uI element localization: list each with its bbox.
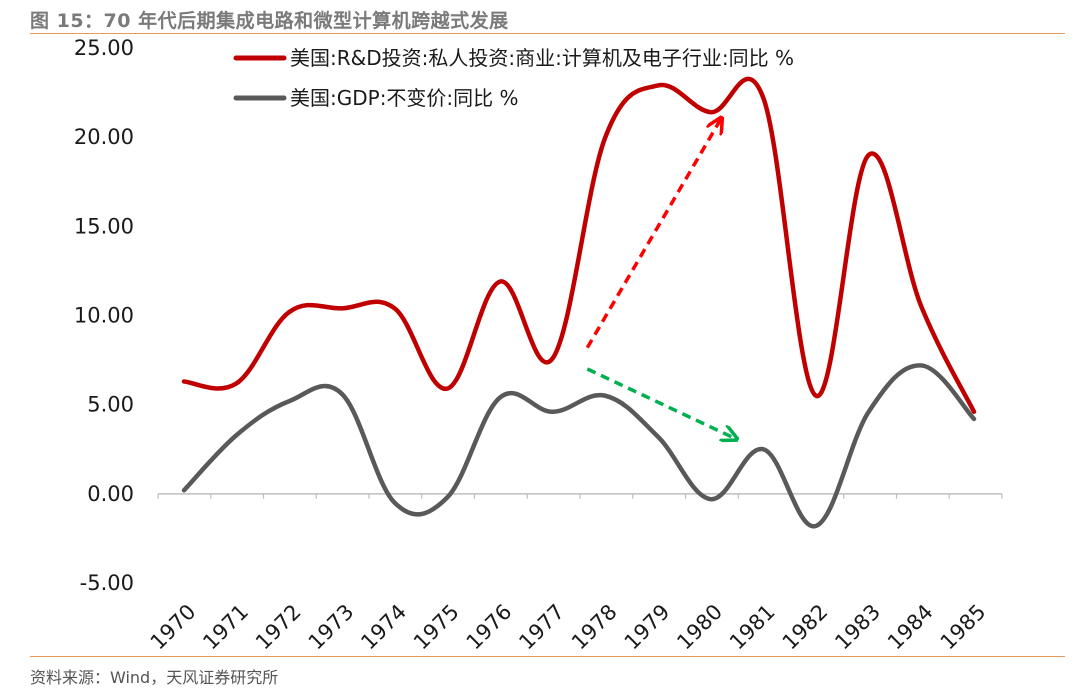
data-point-1 [602, 393, 608, 399]
figure-title: 图 15：70 年代后期集成电路和微型计算机跨越式发展 [30, 10, 509, 32]
data-point-0 [813, 393, 819, 399]
x-tick-label: 1985 [936, 600, 991, 655]
x-tick-label: 1972 [251, 600, 306, 655]
data-point-0 [918, 304, 924, 310]
x-tick-label: 1981 [725, 600, 780, 655]
x-tick-label: 1976 [462, 600, 517, 655]
x-tick-label: 1973 [304, 600, 359, 655]
data-point-1 [866, 409, 872, 415]
legend-label-0: 美国:R&D投资:私人投资:商业:计算机及电子行业:同比 % [290, 46, 794, 70]
x-tick-label: 1982 [778, 600, 833, 655]
series-line-1 [181, 363, 977, 529]
x-tick-label: 1978 [567, 600, 622, 655]
data-point-0 [392, 305, 398, 311]
y-tick-label: 15.00 [74, 214, 134, 238]
data-point-1 [497, 395, 503, 401]
data-point-0 [234, 380, 240, 386]
data-point-0 [708, 109, 714, 115]
annotation-arrow-0 [585, 119, 720, 349]
data-point-1 [181, 487, 187, 493]
x-tick-label: 1980 [672, 600, 727, 655]
x-tick-label: 1979 [620, 600, 675, 655]
data-point-1 [918, 362, 924, 368]
data-point-0 [550, 355, 556, 361]
data-point-0 [286, 309, 292, 315]
data-point-1 [971, 416, 977, 422]
data-point-0 [760, 95, 766, 101]
data-point-0 [181, 378, 187, 384]
axis-layer: 25.0020.0015.0010.005.000.00-5.001970197… [74, 36, 1003, 655]
bottom-divider [30, 656, 1065, 657]
x-tick-label: 1975 [409, 600, 464, 655]
data-point-1 [286, 398, 292, 404]
y-tick-label: 20.00 [74, 125, 134, 149]
x-tick-label: 1971 [198, 600, 253, 655]
x-tick-label: 1977 [514, 600, 569, 655]
series-line-0 [181, 76, 977, 415]
y-tick-label: 0.00 [87, 482, 134, 506]
legend-label-1: 美国:GDP:不变价:同比 % [290, 86, 519, 110]
y-tick-label: 10.00 [74, 304, 134, 328]
annotation-layer [585, 119, 735, 439]
annotation-arrow-1 [586, 367, 735, 439]
data-point-0 [866, 152, 872, 158]
data-point-1 [550, 409, 556, 415]
y-tick-label: 5.00 [87, 393, 134, 417]
data-point-1 [760, 446, 766, 452]
x-tick-label: 1970 [146, 600, 201, 655]
x-tick-label: 1983 [830, 600, 885, 655]
y-tick-label: 25.00 [74, 36, 134, 60]
line-chart: 25.0020.0015.0010.005.000.00-5.001970197… [74, 36, 1003, 655]
data-point-1 [444, 494, 450, 500]
top-divider [30, 33, 1065, 34]
x-tick-label: 1984 [883, 600, 938, 655]
y-tick-label: -5.00 [80, 571, 134, 595]
data-point-1 [339, 391, 345, 397]
data-point-0 [444, 386, 450, 392]
data-point-1 [234, 432, 240, 438]
legend: 美国:R&D投资:私人投资:商业:计算机及电子行业:同比 % 美国:GDP:不变价… [233, 46, 794, 110]
data-point-0 [497, 279, 503, 285]
data-point-1 [813, 523, 819, 529]
x-tick-label: 1974 [356, 600, 411, 655]
data-point-0 [339, 305, 345, 311]
data-point-0 [655, 82, 661, 88]
data-point-1 [655, 434, 661, 440]
data-point-1 [708, 496, 714, 502]
series-layer [181, 76, 977, 529]
data-point-1 [392, 500, 398, 506]
source-note: 资料来源：Wind，天风证券研究所 [30, 668, 279, 687]
data-point-0 [971, 409, 977, 415]
data-point-0 [602, 134, 608, 140]
